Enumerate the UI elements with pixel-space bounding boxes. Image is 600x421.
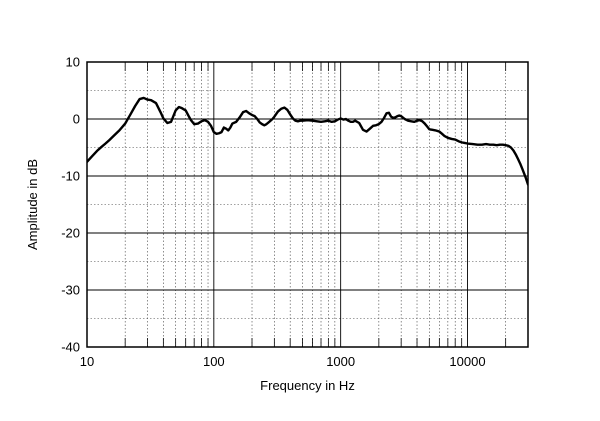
y-tick-label: 0 (73, 112, 80, 127)
plot-frame (86, 61, 529, 348)
x-axis-label: Frequency in Hz (260, 378, 355, 393)
x-tick-label: 1000 (326, 354, 355, 369)
y-tick-label: -30 (61, 283, 80, 298)
x-tick-label: 10000 (449, 354, 485, 369)
y-tick-label: 10 (66, 55, 80, 70)
y-axis-label: Amplitude in dB (25, 159, 40, 250)
series-layer (87, 96, 528, 186)
tick-marks (124, 62, 507, 347)
y-tick-label: -10 (61, 169, 80, 184)
y-tick-label: -20 (61, 226, 80, 241)
x-tick-label: 100 (203, 354, 225, 369)
grid-minor (87, 62, 528, 347)
frequency-response-line (87, 96, 528, 186)
y-tick-labels: 10 0 -10 -20 -30 -40 (61, 55, 80, 355)
x-tick-label: 10 (80, 354, 94, 369)
y-tick-label: -40 (61, 340, 80, 355)
x-tick-labels: 10 100 1000 10000 (80, 354, 486, 369)
